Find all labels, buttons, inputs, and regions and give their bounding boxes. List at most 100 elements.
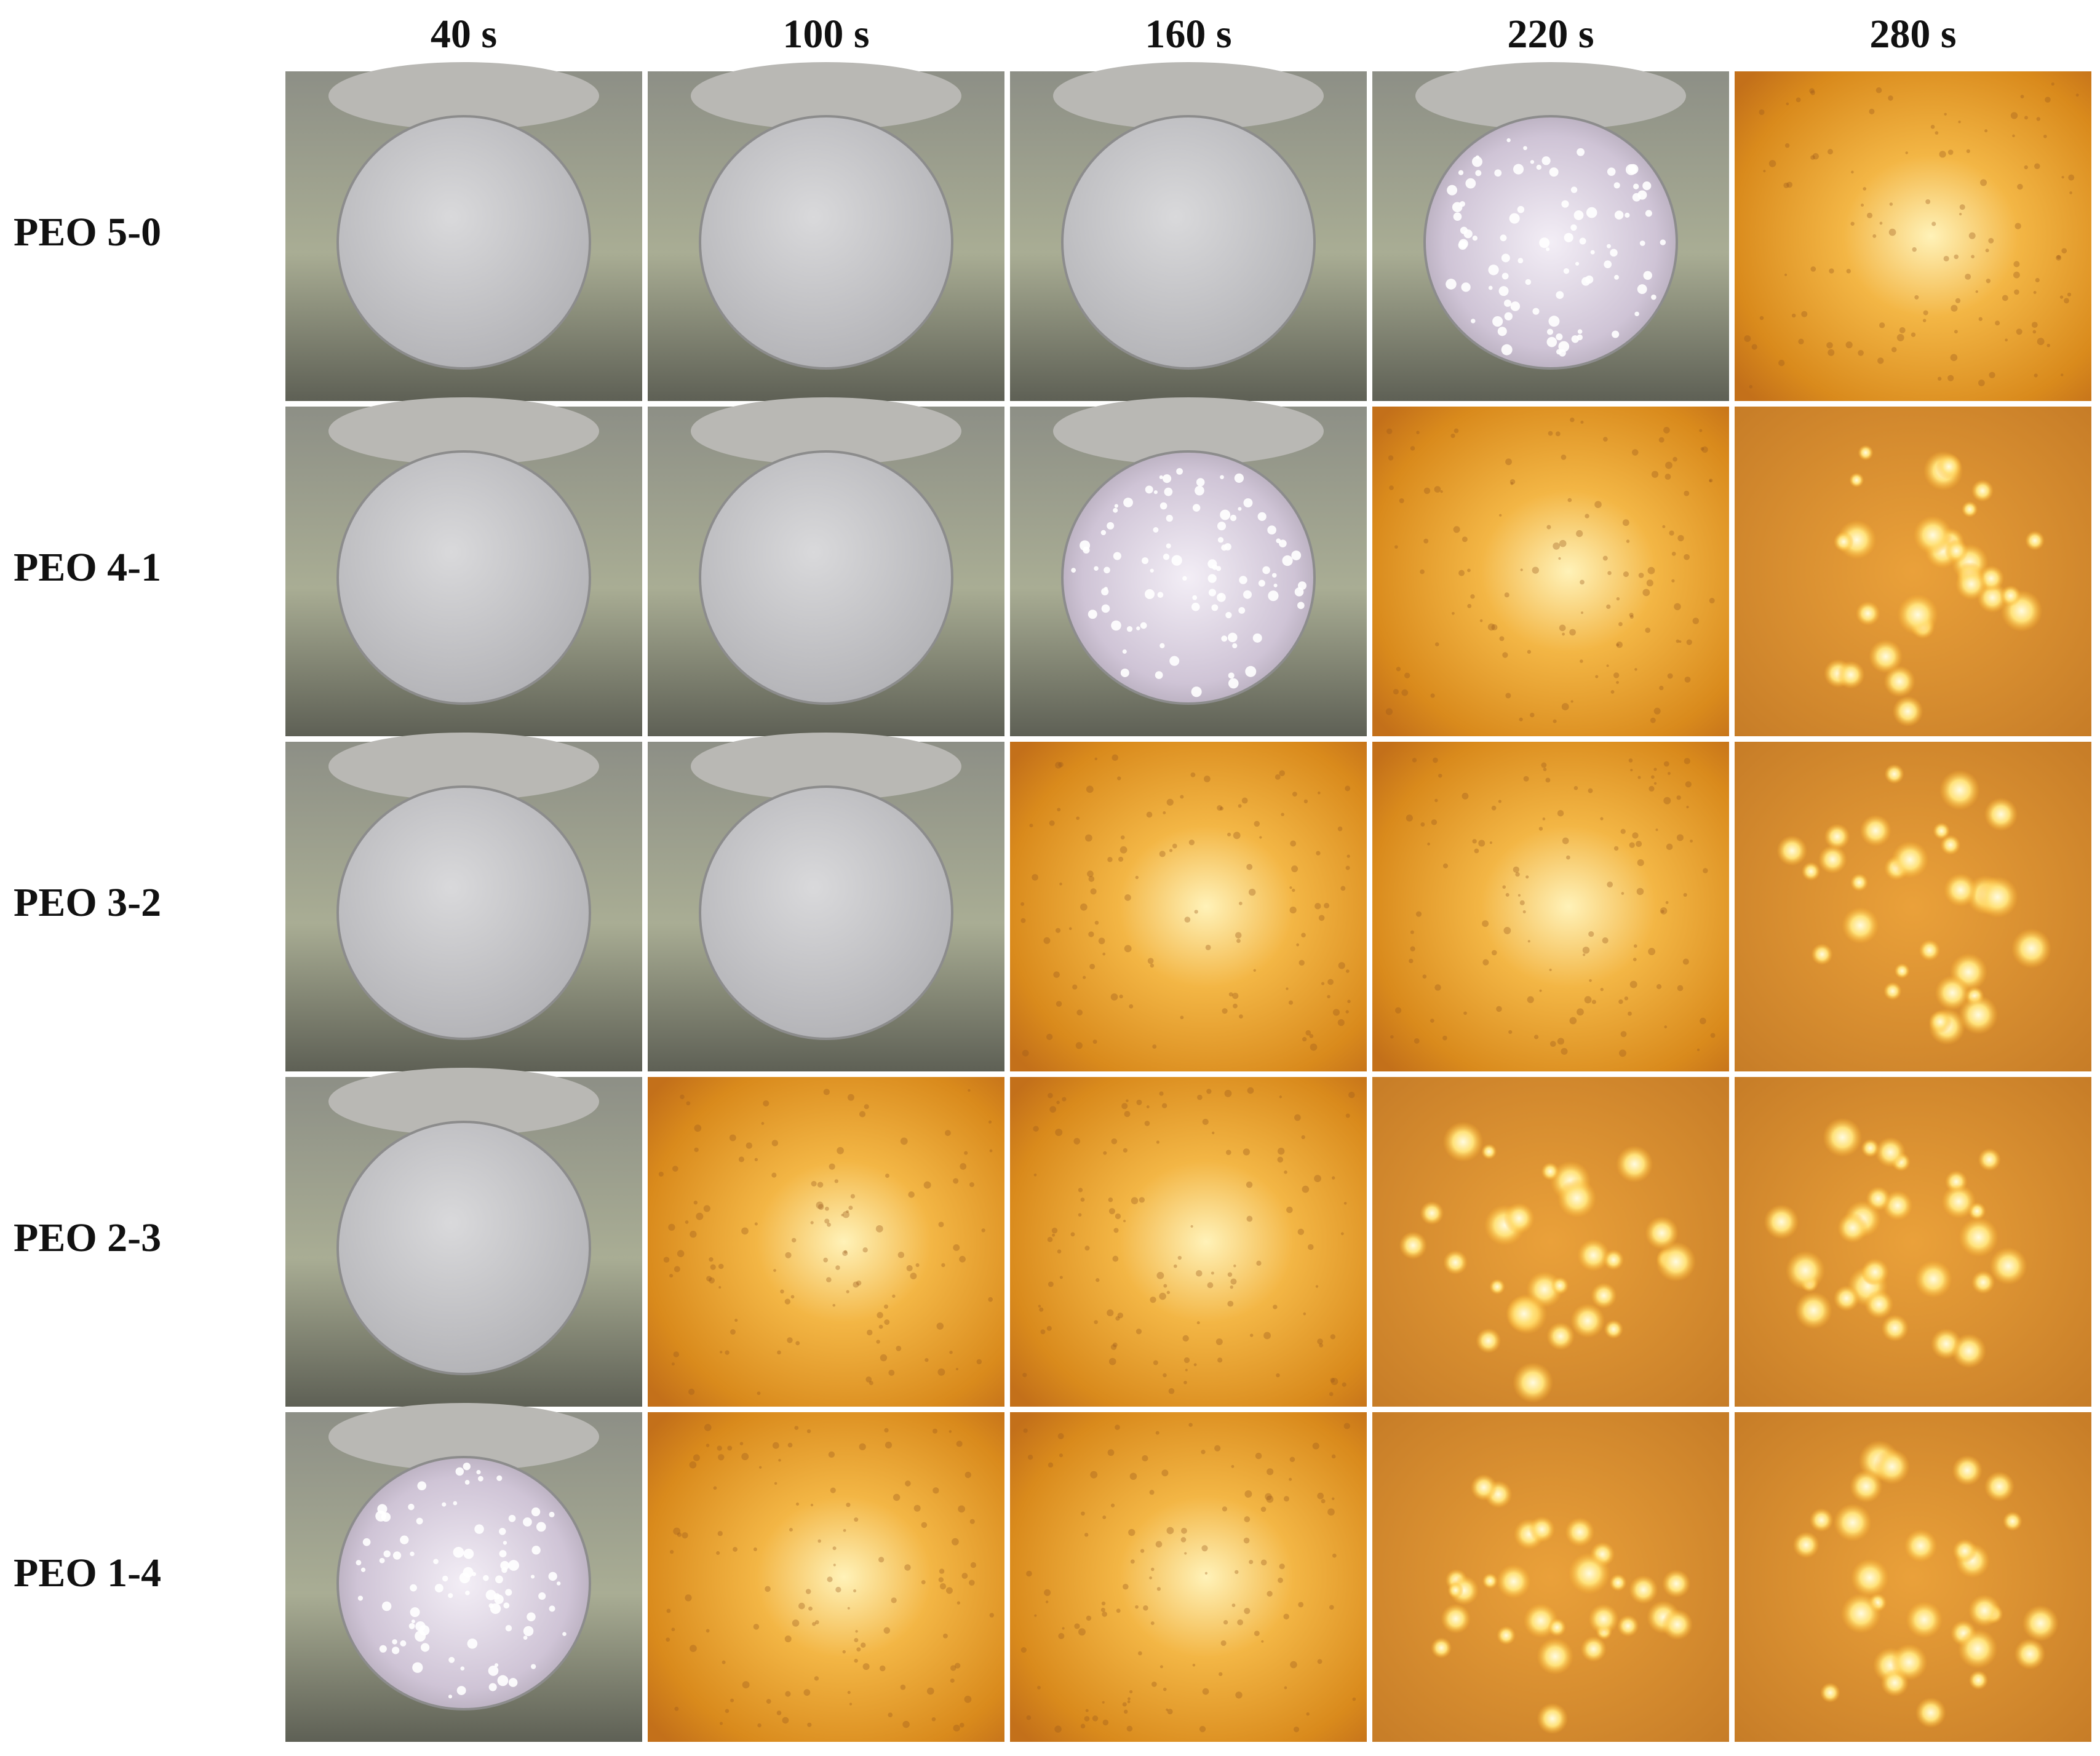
texture — [1045, 1600, 1049, 1603]
texture — [1653, 707, 1661, 715]
spark — [1655, 1241, 1696, 1282]
spark — [1883, 982, 1902, 1001]
texture — [693, 1454, 700, 1461]
sparkle — [448, 1593, 453, 1599]
texture — [850, 1194, 856, 1199]
texture — [1462, 792, 1469, 800]
sparkle — [1513, 164, 1524, 175]
texture — [1078, 1628, 1086, 1636]
texture — [1233, 832, 1241, 840]
texture — [1665, 901, 1669, 904]
spark — [1891, 841, 1929, 878]
texture — [1947, 149, 1954, 155]
texture — [1080, 903, 1088, 911]
photo — [648, 1412, 1004, 1742]
holder — [691, 62, 961, 130]
texture — [1703, 868, 1708, 873]
sparkle — [1268, 590, 1279, 602]
sparkle — [1517, 258, 1524, 264]
texture — [1950, 354, 1958, 362]
sparkle — [1645, 210, 1652, 217]
texture — [960, 1163, 967, 1170]
texture — [835, 1265, 840, 1270]
texture — [1616, 681, 1619, 684]
texture — [1247, 1087, 1254, 1094]
texture — [1230, 1278, 1237, 1285]
texture — [1541, 762, 1547, 768]
sparkle — [488, 1683, 497, 1691]
texture — [1286, 987, 1289, 990]
texture — [842, 1211, 850, 1218]
spark — [1577, 1239, 1610, 1272]
sparkle — [1546, 336, 1557, 348]
texture — [1422, 974, 1427, 979]
texture — [1136, 1099, 1142, 1105]
sparkle — [1113, 507, 1118, 513]
texture — [1166, 1527, 1174, 1535]
spark — [1897, 594, 1938, 635]
texture — [1244, 1608, 1251, 1615]
sparkle — [1530, 160, 1535, 164]
sparkle — [383, 1550, 391, 1558]
texture — [1329, 1605, 1334, 1610]
spark — [1823, 1118, 1863, 1158]
texture — [854, 1517, 859, 1522]
spark — [1883, 665, 1915, 697]
texture — [1623, 571, 1629, 578]
texture — [1616, 641, 1623, 648]
texture — [686, 1101, 691, 1106]
texture — [787, 1337, 793, 1343]
spark — [1984, 797, 2018, 832]
texture — [1700, 447, 1704, 451]
texture — [1580, 579, 1585, 585]
texture — [1672, 456, 1677, 462]
texture — [1279, 1095, 1282, 1098]
texture — [730, 1698, 734, 1702]
texture — [842, 1250, 848, 1257]
texture — [1315, 1285, 1319, 1288]
sparkle — [412, 1662, 423, 1673]
sparkle — [1509, 213, 1520, 224]
texture — [1613, 846, 1619, 851]
texture — [1684, 676, 1691, 683]
texture — [1139, 1197, 1145, 1203]
texture — [1146, 811, 1153, 818]
sparkle — [392, 1551, 402, 1560]
texture — [1267, 1468, 1274, 1476]
texture — [1939, 151, 1946, 158]
texture — [1059, 1276, 1063, 1279]
texture — [925, 1357, 929, 1362]
texture — [1146, 1105, 1150, 1108]
texture — [1289, 1477, 1292, 1481]
spark — [1894, 963, 1910, 979]
texture — [792, 1619, 800, 1627]
texture — [1562, 632, 1565, 636]
texture — [1027, 1455, 1033, 1460]
texture — [1048, 1462, 1054, 1468]
texture — [1110, 993, 1118, 1001]
sparkle — [421, 1643, 430, 1652]
texture — [827, 1576, 833, 1583]
texture — [1966, 149, 1970, 153]
texture — [718, 1285, 722, 1289]
texture — [2016, 328, 2022, 335]
photo — [1372, 742, 1729, 1071]
sparkle — [1459, 201, 1465, 207]
photo — [1010, 742, 1367, 1071]
texture — [1127, 1700, 1131, 1704]
texture — [1301, 932, 1306, 938]
texture — [1606, 604, 1611, 610]
spark — [1984, 1471, 2015, 1502]
texture — [1629, 613, 1634, 618]
texture — [1102, 1611, 1107, 1617]
texture — [855, 1630, 858, 1633]
texture — [1190, 772, 1196, 777]
spark — [1513, 1362, 1554, 1404]
holder — [1053, 397, 1324, 465]
texture — [1347, 999, 1351, 1003]
texture — [2020, 95, 2024, 99]
spark — [1570, 1303, 1605, 1338]
spark — [1968, 1670, 1989, 1690]
texture — [1115, 1316, 1120, 1321]
texture — [884, 1319, 890, 1325]
